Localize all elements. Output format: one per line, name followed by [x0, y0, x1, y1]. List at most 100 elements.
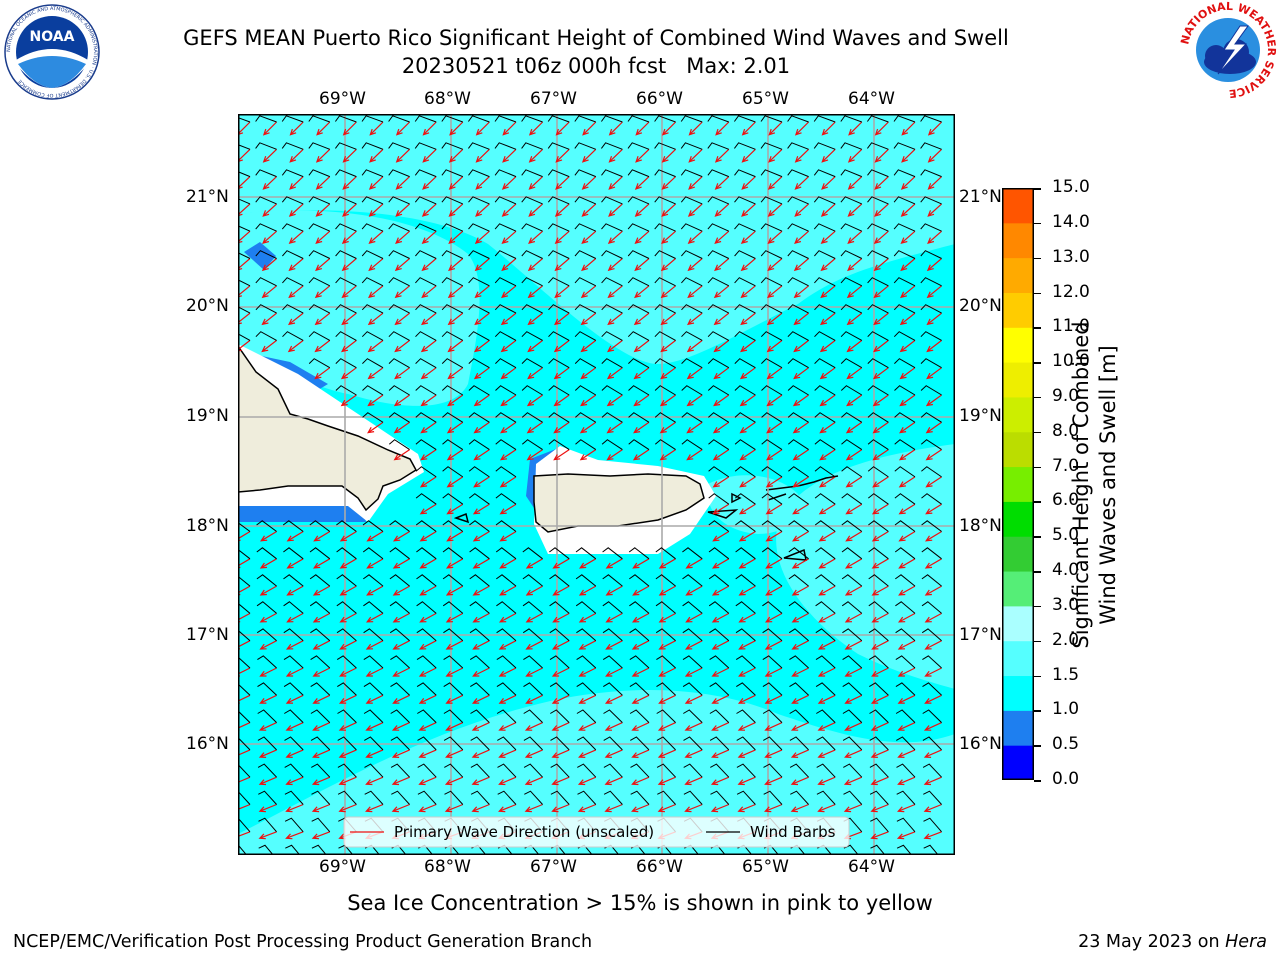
wind-barb — [389, 601, 410, 614]
wind-barb — [417, 736, 437, 751]
wind-barb — [601, 385, 623, 396]
wave-direction-arrow — [498, 776, 517, 786]
wind-barb — [683, 763, 703, 778]
wind-barb — [521, 358, 543, 369]
wave-direction-arrow — [844, 558, 863, 569]
wind-barb — [630, 763, 650, 778]
wave-direction-arrow — [472, 667, 490, 677]
wind-barb — [416, 574, 437, 587]
wind-barb — [310, 628, 331, 642]
wind-barb — [441, 277, 464, 287]
wave-direction-arrow — [714, 148, 730, 163]
wind-barb — [896, 763, 916, 778]
wave-direction-arrow — [926, 367, 942, 380]
wave-direction-arrow — [315, 258, 331, 272]
wave-direction-arrow — [553, 339, 570, 353]
wave-direction-arrow — [897, 667, 916, 677]
wind-barb — [841, 547, 863, 560]
wind-barb — [335, 277, 357, 287]
wave-direction-arrow — [551, 694, 570, 704]
wind-barb — [258, 817, 277, 833]
wind-barb — [788, 601, 809, 614]
wave-direction-arrow — [737, 749, 756, 758]
map-legend: Primary Wave Direction (unscaled) Wind B… — [343, 816, 850, 848]
wave-direction-arrow — [606, 421, 623, 434]
wave-direction-arrow — [421, 230, 437, 245]
wind-barb — [657, 790, 676, 805]
wind-barb — [735, 655, 756, 669]
wind-barb — [417, 790, 437, 805]
colorbar-segment — [1002, 431, 1034, 468]
wind-barb — [574, 277, 597, 287]
wind-barb — [654, 304, 676, 314]
wind-barb — [841, 574, 863, 587]
wave-direction-arrow — [845, 449, 863, 461]
wave-direction-arrow — [551, 667, 570, 677]
wind-barb — [468, 277, 490, 287]
wave-direction-arrow — [391, 803, 410, 813]
wave-direction-arrow — [926, 285, 942, 299]
wind-barb — [470, 736, 490, 751]
wind-barb — [444, 763, 464, 778]
wind-barb — [707, 169, 729, 178]
wind-barb — [922, 709, 942, 723]
wind-barb — [311, 790, 331, 805]
wave-direction-arrow — [447, 367, 464, 380]
wave-direction-arrow — [447, 394, 464, 407]
wind-barb — [441, 358, 464, 369]
colorbar-segment — [1002, 501, 1034, 537]
wave-direction-arrow — [448, 148, 464, 163]
wave-direction-arrow — [287, 339, 304, 353]
wave-direction-arrow — [740, 285, 756, 299]
wind-barb — [627, 277, 650, 287]
wave-direction-arrow — [312, 640, 331, 650]
wave-direction-arrow — [448, 176, 464, 190]
wind-barb — [362, 412, 384, 423]
colorbar-tick-mark — [1034, 710, 1041, 712]
wave-direction-arrow — [739, 367, 756, 380]
wind-barb — [893, 196, 916, 205]
wave-direction-arrow — [501, 285, 517, 299]
wave-direction-arrow — [238, 640, 251, 650]
wave-direction-arrow — [365, 612, 384, 623]
wind-barb — [922, 682, 942, 696]
wave-direction-arrow — [341, 339, 357, 353]
lat-label-left-16n: 16°N — [186, 734, 229, 754]
wind-barb — [442, 412, 464, 423]
wave-direction-arrow — [633, 421, 650, 434]
wave-direction-arrow — [608, 148, 623, 163]
wind-barb — [521, 223, 543, 232]
wave-direction-arrow — [657, 803, 676, 813]
wind-barb — [468, 223, 490, 232]
wind-barb — [309, 547, 331, 560]
wave-direction-arrow — [524, 749, 543, 758]
wave-zone-1.5-2.0m-north — [238, 114, 955, 364]
wave-direction-arrow — [738, 530, 756, 542]
wind-barb — [763, 763, 783, 778]
wave-direction-arrow — [765, 476, 783, 488]
wind-barb — [310, 709, 331, 723]
wind-barb — [308, 250, 331, 259]
wind-barb — [762, 655, 783, 669]
wave-direction-arrow — [528, 148, 544, 163]
wave-direction-arrow — [285, 694, 304, 704]
lat-label-right-17n: 17°N — [959, 625, 1002, 645]
wave-direction-arrow — [738, 503, 756, 515]
wind-barb — [238, 333, 251, 341]
wave-direction-arrow — [819, 339, 836, 353]
wave-direction-arrow — [338, 776, 357, 786]
wave-direction-arrow — [578, 667, 597, 677]
wave-direction-arrow — [607, 285, 623, 299]
wind-barb — [361, 169, 384, 178]
wind-barb — [415, 520, 437, 532]
wind-barb — [521, 439, 543, 451]
wind-barb — [840, 115, 862, 123]
wind-barb — [468, 331, 490, 341]
wave-direction-arrow — [554, 203, 570, 217]
wind-barb — [308, 196, 330, 205]
colorbar-tick-label: 11.0 — [1052, 316, 1090, 337]
wave-direction-arrow — [684, 722, 703, 731]
wind-barb — [363, 682, 384, 696]
wave-direction-arrow — [821, 121, 836, 136]
wind-barb — [549, 574, 570, 587]
